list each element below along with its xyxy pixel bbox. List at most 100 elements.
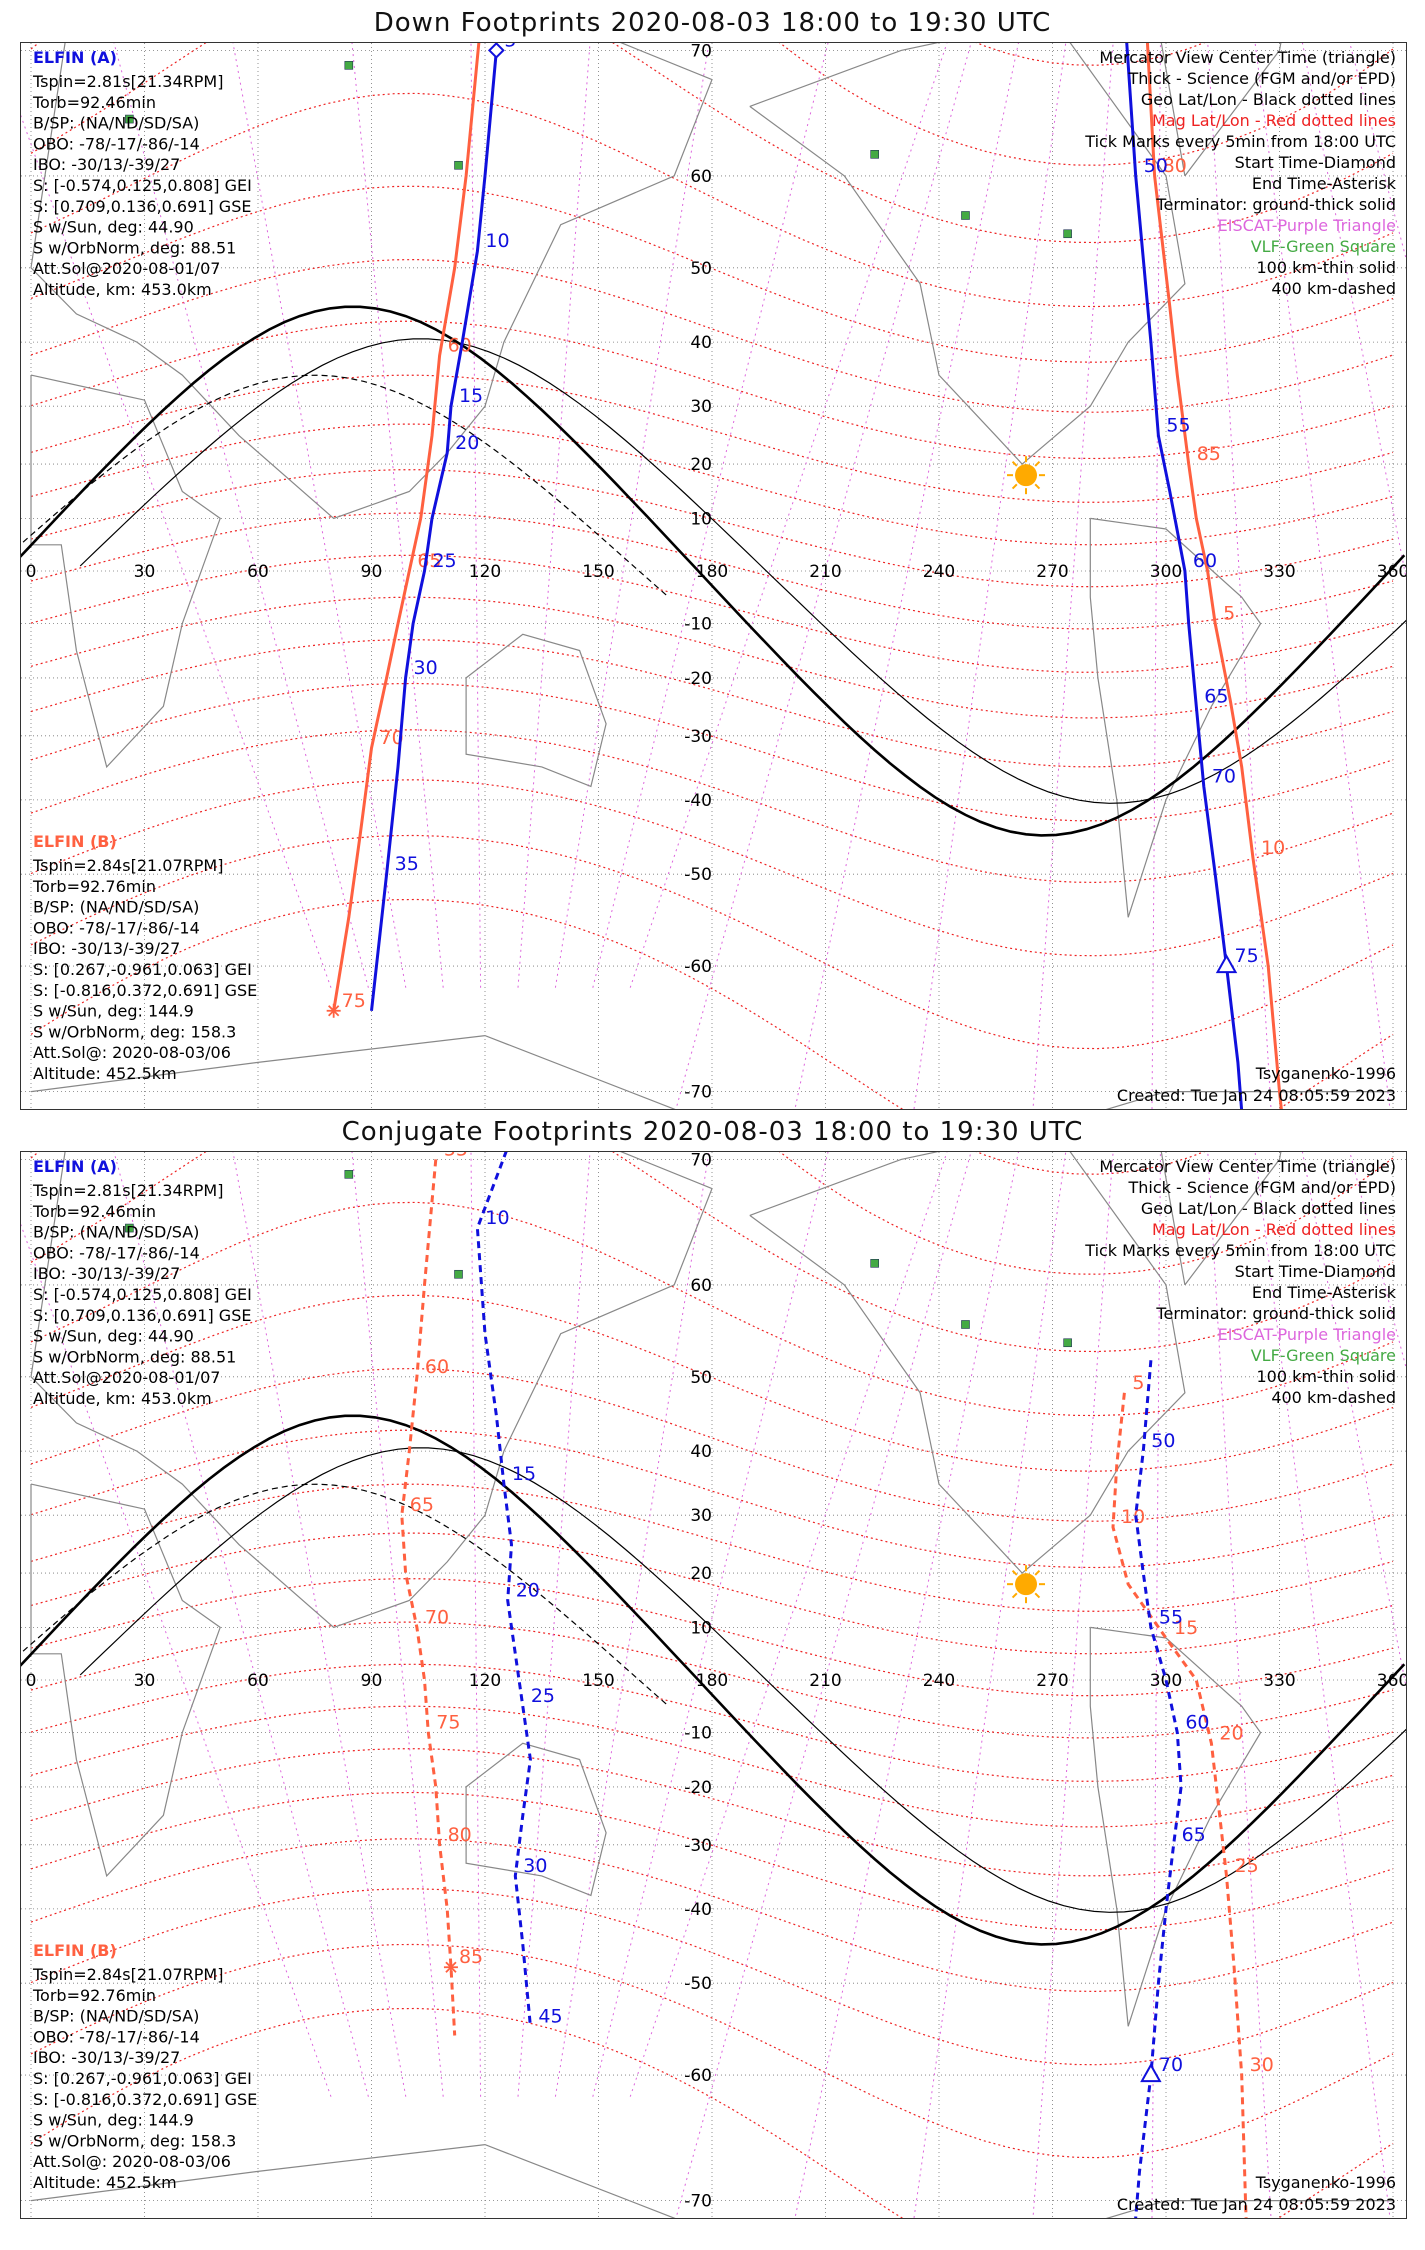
elfin-a-info-line: Torb=92.46min [32,93,156,112]
lat-tick-label: -20 [684,1778,712,1798]
elfin-a-info-line: Att.Sol@2020-08-01/07 [33,259,220,278]
elfin-b-info-line: Torb=92.76min [32,877,156,896]
elfin-b-info-line: Altitude: 452.5km [33,2173,177,2192]
elfin-a-info-line: Att.Sol@2020-08-01/07 [33,1368,220,1387]
lon-tick-label: 150 [582,1671,614,1691]
track-time-tick: 55 [1159,1606,1183,1628]
elfin-a-info-line: S: [0.709,0.136,0.691] GSE [33,1306,251,1325]
vlf-site-marker [125,1223,134,1233]
model-name-label: Tsyganenko-1996 [1255,1064,1396,1083]
elfin-b-name: ELFIN (B) [33,832,117,851]
track-time-tick: 70 [380,727,404,749]
mag-latitude-line [30,1705,1394,1828]
track-time-tick: 20 [1219,1722,1243,1744]
mag-meridian-line [470,43,482,988]
track-time-tick: 15 [459,385,483,407]
elfin-a-info-line: OBO: -78/-17/-86/-14 [33,1243,200,1262]
track-time-tick: 10 [485,230,509,252]
track-time-tick: 60 [448,335,472,357]
elfin-b-track-line [1111,1392,1248,2218]
legend-entry: End Time-Asterisk [1252,1283,1397,1302]
terminator-400km-line [21,1483,667,1705]
vlf-site-marker [961,1320,970,1329]
lat-tick-label: 60 [690,1276,712,1296]
lon-tick-label: 240 [923,562,955,582]
vlf-site-marker [454,1269,463,1279]
legend-entry: Start Time-Diamond [1235,1262,1396,1281]
lat-tick-label: -60 [684,2066,712,2086]
track-time-tick: 75 [436,1712,460,1734]
track-time-tick: 15 [1174,1617,1198,1639]
mag-latitude-line [30,898,1394,1109]
elfin-a-track: 5101520253045505560657075 [475,1152,1210,2218]
vlf-site-marker [125,114,134,124]
elfin-a-info-line: B/SP: (NA/ND/SD/SA) [33,114,199,133]
track-time-tick: 70 [1212,765,1236,787]
coastline [1089,517,1262,918]
elfin-b-info-line: Tspin=2.84s[21.07RPM] [32,856,223,875]
sun-icon [1007,456,1046,495]
legend-entry: Tick Marks every 5min from 18:00 UTC [1084,1241,1396,1260]
mag-meridian-line [629,1152,948,2097]
elfin-b-info-line: Tspin=2.84s[21.07RPM] [32,1965,223,1984]
coastline [1160,1152,1282,1286]
vlf-site-marker [870,150,879,159]
track-time-tick: 65 [1182,1824,1206,1846]
mag-meridian-line [1032,1152,1114,2218]
lon-tick-label: 300 [1150,562,1182,582]
elfin-a-info-line: S w/Sun, deg: 44.90 [33,1327,194,1346]
mag-latitude-line [30,1791,1394,1931]
lat-tick-label: 70 [690,43,712,61]
mag-meridian-line [470,1152,482,2097]
sun-ray [1011,461,1018,467]
mag-latitude-line [30,596,1394,719]
terminator-100km-line [79,1447,1406,1913]
track-time-tick: 20 [516,1580,540,1602]
sun-icon [1007,1565,1046,1604]
elfin-b-info-line: S: [-0.816,0.372,0.691] GSE [33,981,257,1000]
mag-meridian-line [232,43,407,988]
mag-meridian-line [794,1152,1019,2218]
elfin-a-info-line: Altitude, km: 453.0km [33,1389,212,1408]
sun-ray [1034,1570,1041,1576]
mag-latitude-line [30,1294,1394,1472]
track-time-tick: 85 [1197,443,1221,465]
track-time-tick: 50 [1144,155,1168,177]
track-time-tick: 10 [1261,837,1285,859]
sun-ray [1011,483,1018,490]
down-footprints-title: Down Footprints 2020-08-03 18:00 to 19:3… [373,8,1052,38]
elfin-a-info-line: Altitude, km: 453.0km [33,280,212,299]
elfin-b-track: 55 60 65 70 75 80 85 5 10 15 [332,43,1285,1109]
conjugate-footprints-title: Conjugate Footprints 2020-08-03 18:00 to… [341,1117,1084,1147]
mag-latitude-line [30,779,1394,957]
mag-grid [30,1152,1394,2218]
mag-meridian-line [21,1223,332,2097]
lon-tick-label: 330 [1263,562,1295,582]
mag-latitude-line [30,185,1394,363]
lat-tick-label: -40 [684,791,712,811]
mag-meridian-line [21,114,332,988]
coastline [30,43,713,520]
coastline [465,1742,607,1897]
sun-ray [1011,1570,1018,1576]
coastline [30,2143,1393,2218]
legend-entry: Thick - Science (FGM and/or EPD) [1128,1178,1396,1197]
sun-ray [1034,483,1041,490]
elfin-a-track-line [475,1152,532,2027]
legend-entry: VLF-Green Square [1251,1346,1396,1365]
created-timestamp-label: Created: Tue Jan 24 08:05:59 2023 [1117,2195,1396,2214]
elfin-b-info-line: Altitude: 452.5km [33,1064,177,1083]
map-svg: 0 30 60 90 120 150 180 210 240 270 300 330 360 70 60 50… [21,43,1406,1109]
terminator-400km-line [21,374,667,596]
mag-meridian-line [113,1152,369,2097]
mag-meridian-line [592,1152,829,2097]
track-time-tick: 55 [1166,415,1190,437]
sun-disk [1015,464,1038,487]
track-time-tick: 5 [1223,603,1235,625]
track-time-tick: 5 [1132,1372,1144,1394]
coastline [30,1034,1393,1109]
mag-meridian-line [1151,43,1161,1109]
elfin-b-info-line: Att.Sol@: 2020-08-03/06 [33,2152,231,2171]
end-asterisk-marker [443,1960,458,1975]
track-time-tick: 20 [455,432,479,454]
